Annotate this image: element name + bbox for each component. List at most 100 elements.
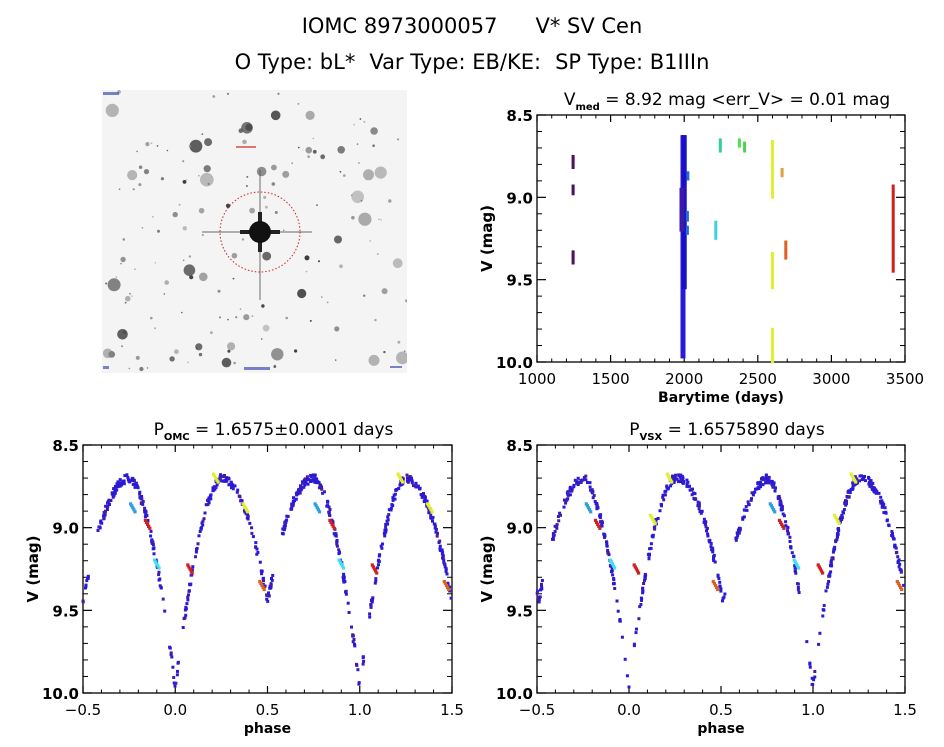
data-point — [442, 562, 446, 566]
data-point — [891, 188, 895, 192]
data-point-highlight — [401, 480, 405, 484]
data-point — [134, 482, 138, 485]
data-point — [679, 205, 685, 208]
data-point — [781, 512, 785, 516]
data-point — [831, 550, 835, 554]
data-point — [281, 527, 285, 531]
data-point — [808, 662, 812, 666]
data-point — [111, 495, 115, 499]
star — [189, 139, 203, 153]
data-point — [571, 184, 575, 188]
star — [246, 175, 249, 178]
data-point-highlight — [313, 502, 317, 506]
data-point-highlight — [370, 563, 374, 567]
data-point — [680, 305, 686, 308]
data-point-highlight — [189, 569, 193, 573]
data-point — [681, 137, 687, 140]
data-point — [114, 486, 118, 490]
data-point — [679, 476, 683, 479]
data-point — [782, 514, 786, 518]
star — [169, 356, 175, 362]
data-point — [879, 501, 883, 504]
data-point — [766, 478, 770, 482]
data-point — [639, 603, 643, 606]
data-point — [294, 497, 298, 501]
data-point — [680, 331, 686, 335]
data-point — [892, 537, 896, 541]
data-point — [299, 488, 303, 492]
plot-title: PVSX = 1.6575890 days — [629, 420, 825, 443]
data-point — [891, 193, 895, 196]
data-point — [647, 557, 651, 561]
data-point — [376, 566, 379, 570]
data-point — [813, 670, 817, 673]
data-point — [680, 298, 686, 301]
data-point — [679, 190, 685, 193]
data-point — [709, 542, 713, 545]
data-point — [771, 189, 774, 192]
data-point — [743, 147, 747, 151]
data-point — [681, 269, 687, 272]
star — [150, 142, 153, 145]
data-point — [686, 480, 690, 484]
data-point — [338, 550, 341, 554]
data-point — [258, 560, 262, 564]
star — [343, 174, 346, 177]
y-tick-label: 9.5 — [506, 272, 533, 290]
data-point-highlight — [595, 520, 599, 524]
data-point — [680, 322, 686, 326]
star — [251, 315, 254, 317]
star — [316, 204, 318, 206]
data-point — [833, 545, 837, 549]
data-point — [135, 483, 139, 487]
data-point — [690, 493, 694, 497]
data-point — [681, 165, 687, 169]
star — [189, 275, 194, 280]
data-point-highlight — [768, 502, 772, 506]
data-point — [219, 473, 223, 477]
data-point — [555, 523, 559, 527]
data-point-highlight — [261, 585, 265, 590]
data-point — [734, 538, 738, 542]
data-point — [170, 655, 174, 659]
data-point — [583, 478, 587, 481]
data-point — [106, 505, 110, 508]
star — [363, 294, 366, 297]
star — [249, 207, 256, 214]
data-point — [796, 588, 800, 592]
data-point-highlight — [262, 587, 266, 592]
data-point — [681, 247, 687, 250]
data-point — [681, 251, 687, 255]
data-point — [130, 478, 134, 482]
data-point — [718, 145, 722, 148]
data-point — [771, 360, 774, 364]
data-point — [169, 651, 173, 655]
data-point — [540, 587, 544, 591]
data-point — [681, 255, 687, 259]
data-point — [771, 173, 774, 177]
data-point — [818, 631, 822, 635]
data-point — [685, 484, 689, 488]
star — [105, 103, 119, 117]
data-point — [191, 565, 195, 569]
data-point — [681, 258, 687, 261]
data-point — [718, 147, 722, 151]
data-point-highlight — [653, 521, 657, 525]
data-point — [821, 614, 825, 618]
data-point — [444, 568, 448, 572]
data-point — [674, 477, 678, 481]
data-point — [771, 273, 774, 277]
data-point — [737, 526, 741, 530]
data-point — [310, 474, 314, 478]
data-point — [108, 503, 111, 506]
data-point — [681, 176, 687, 180]
data-point — [836, 532, 840, 535]
star — [201, 234, 204, 236]
data-point — [571, 261, 575, 265]
data-point — [219, 478, 223, 482]
star — [326, 301, 329, 304]
y-tick-label: 9.0 — [506, 520, 533, 538]
data-point-highlight — [850, 474, 854, 478]
data-point — [612, 577, 616, 580]
data-point — [847, 495, 851, 499]
